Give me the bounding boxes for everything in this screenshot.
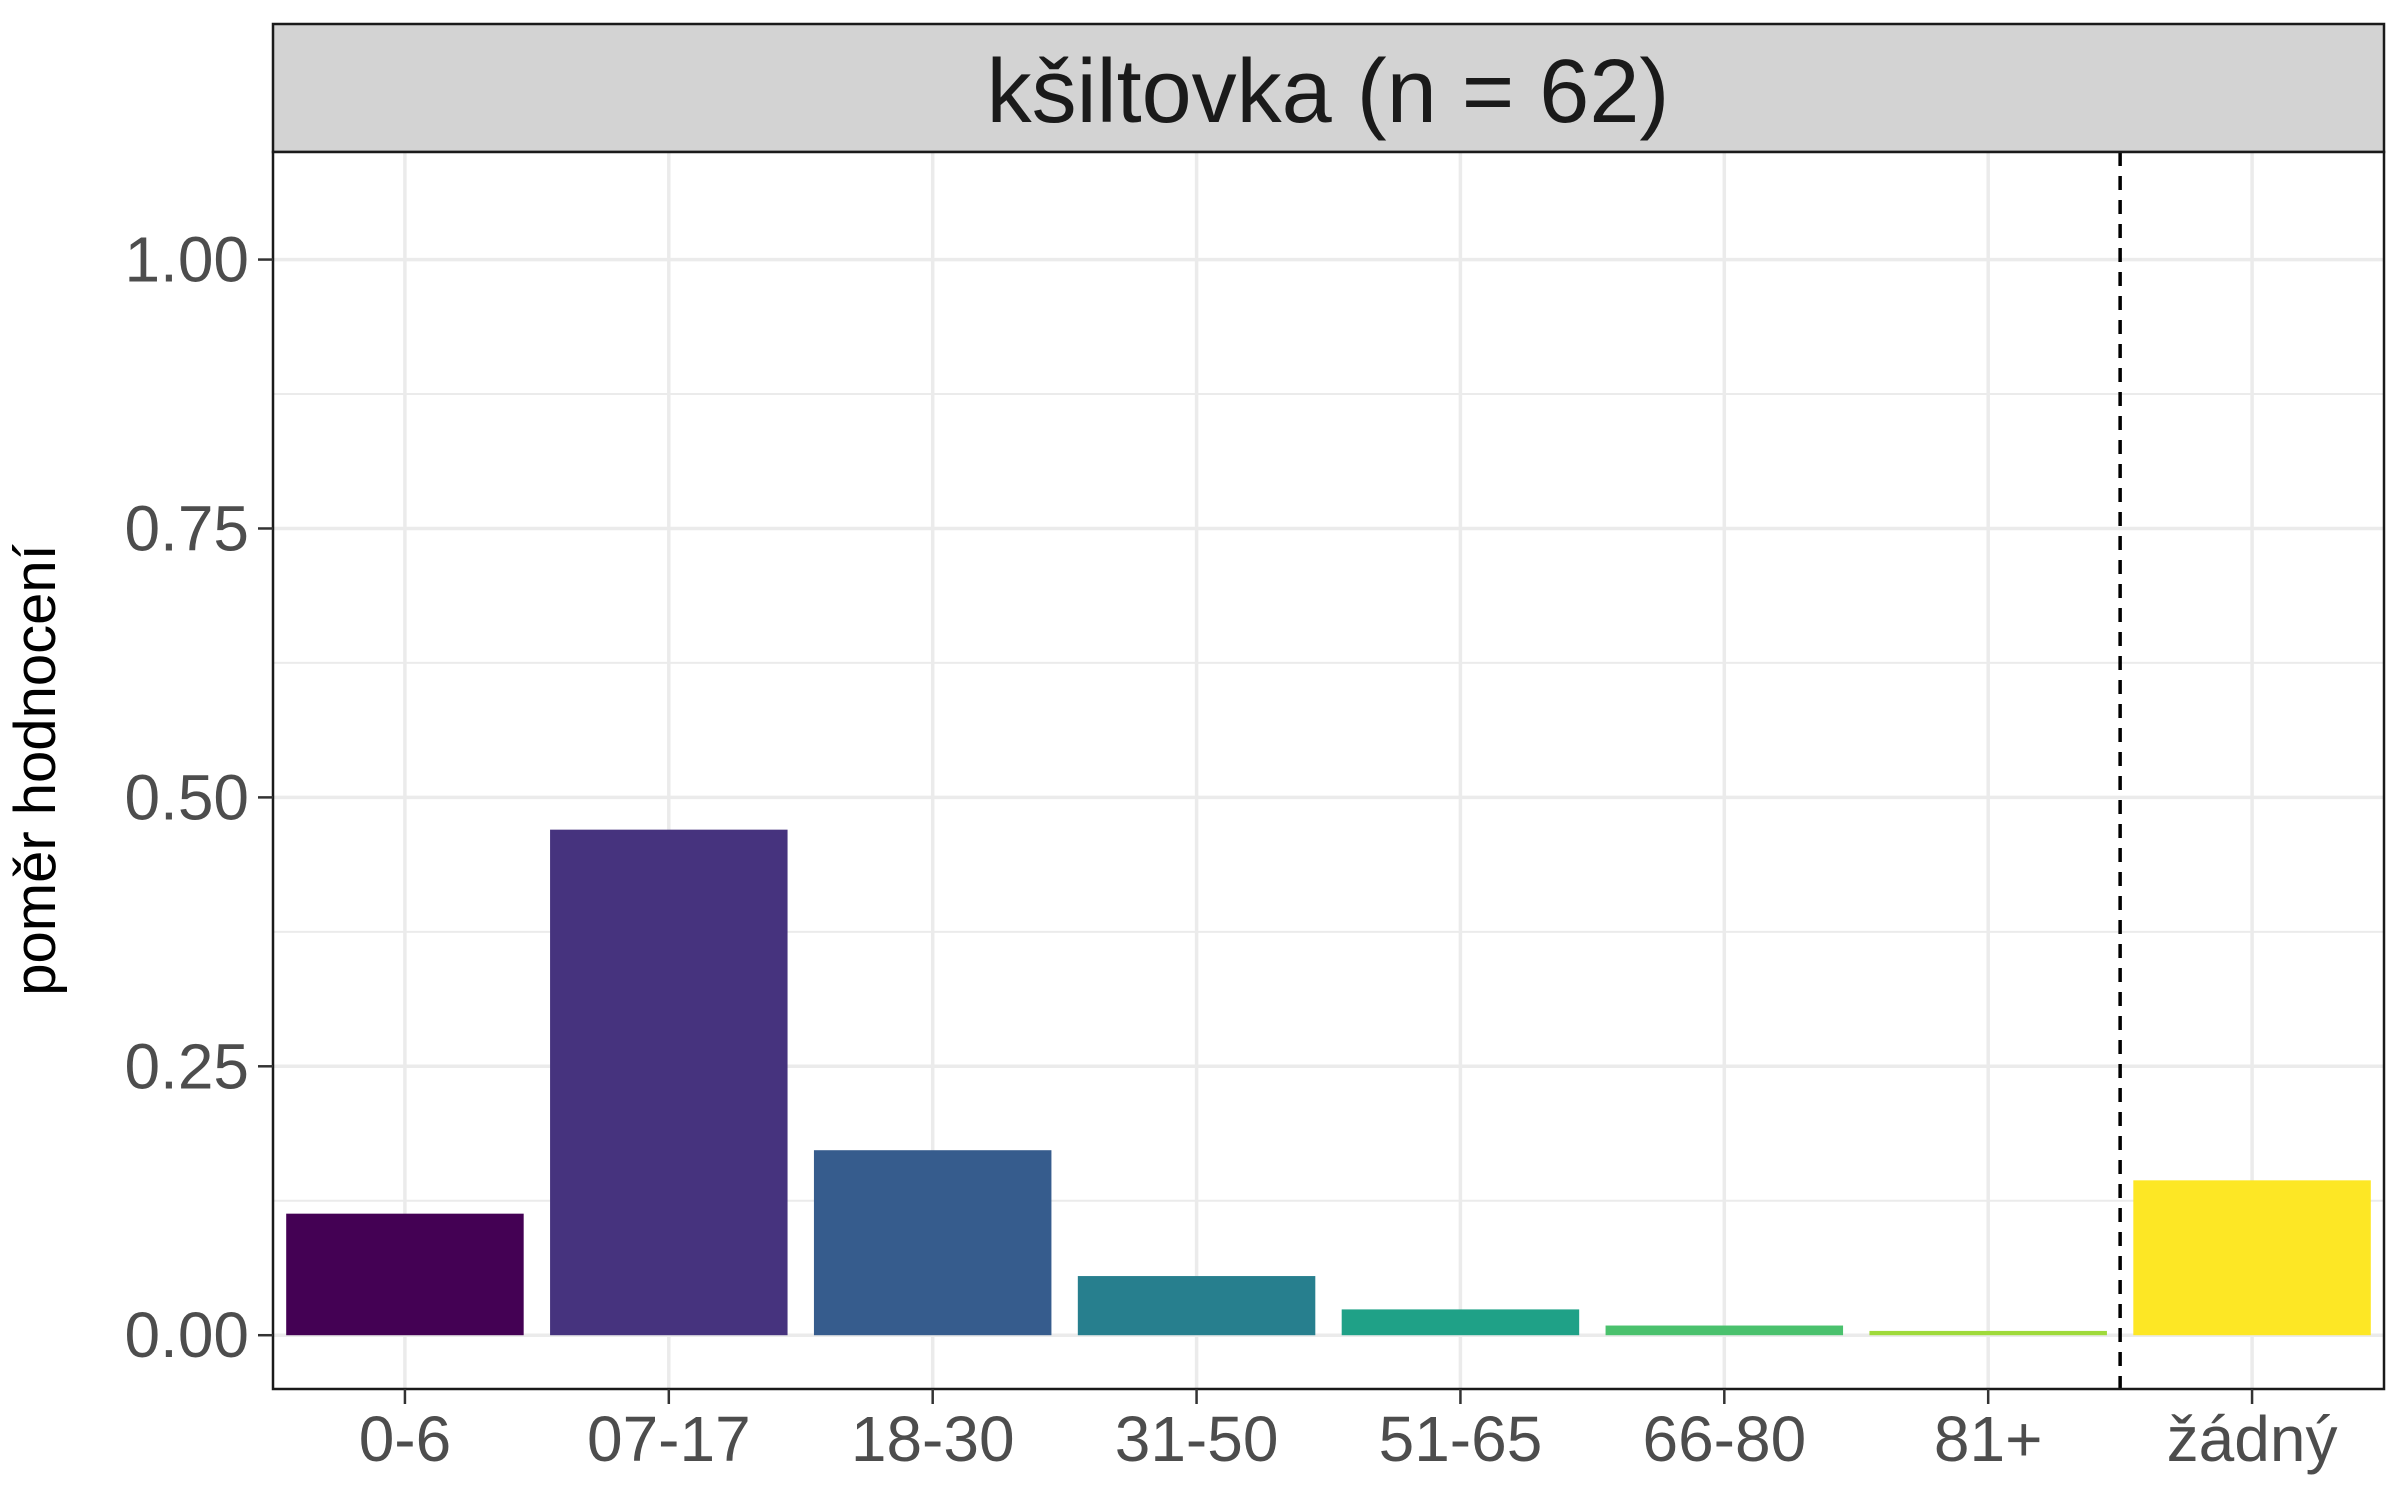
y-tick-label: 0.50 <box>124 761 249 833</box>
plot-panel-border <box>271 150 2386 1391</box>
bar-07-17 <box>550 829 788 1336</box>
x-tick-label: 51-65 <box>1379 1403 1543 1475</box>
x-tick-label: 0-6 <box>359 1403 452 1475</box>
y-axis-title: poměr hodnocení <box>3 544 68 995</box>
x-tick-label: 31-50 <box>1115 1403 1279 1475</box>
bar-51-65 <box>1341 1309 1580 1336</box>
bar-31-50 <box>1077 1276 1316 1336</box>
y-tick-label: 0.25 <box>124 1030 249 1102</box>
bar-81+ <box>1869 1330 2107 1336</box>
x-tick-label: žádný <box>2167 1403 2338 1475</box>
bar-18-30 <box>813 1150 1052 1336</box>
x-tick-label: 18-30 <box>851 1403 1015 1475</box>
chart-title: kšiltovka (n = 62) <box>987 42 1670 142</box>
x-tick-label: 81+ <box>1934 1403 2043 1475</box>
y-tick-label: 0.75 <box>124 492 249 564</box>
bar-66-80 <box>1605 1325 1844 1336</box>
bar-žádný <box>2133 1180 2371 1336</box>
x-tick-label: 07-17 <box>587 1403 751 1475</box>
x-tick-label: 66-80 <box>1642 1403 1806 1475</box>
bar-0-6 <box>286 1213 524 1336</box>
y-tick-label: 0.00 <box>124 1299 249 1371</box>
y-tick-label: 1.00 <box>124 224 249 296</box>
facet-strip <box>271 22 2386 154</box>
